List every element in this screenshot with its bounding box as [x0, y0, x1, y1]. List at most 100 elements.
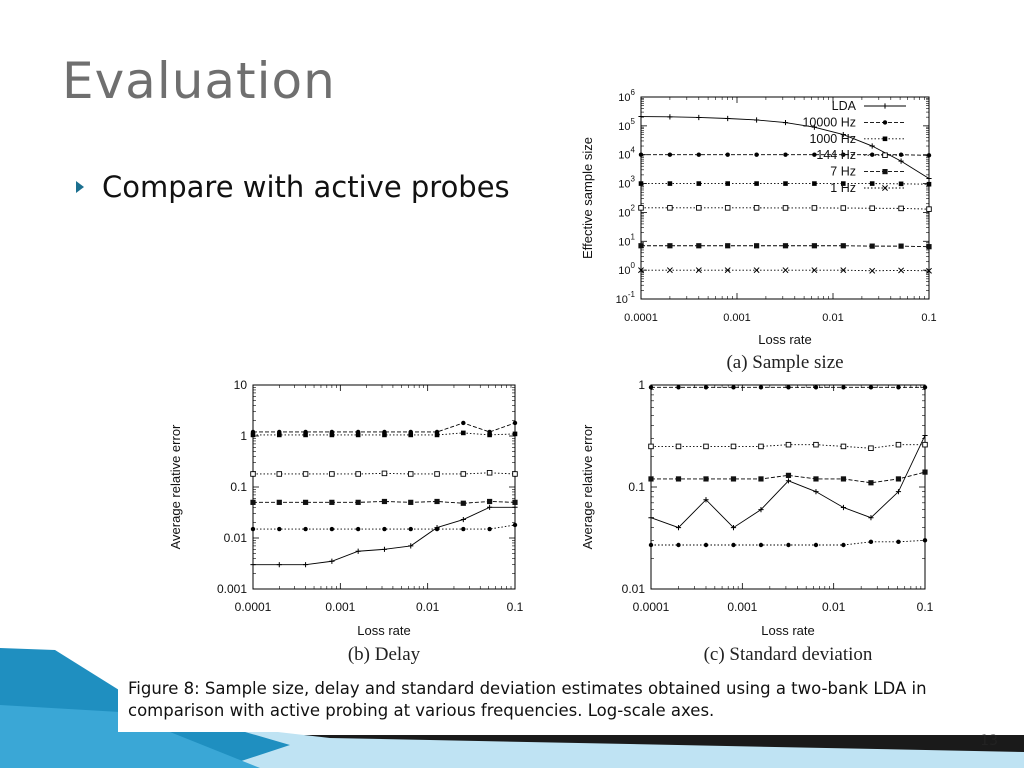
- y-axis-label: Average relative error: [580, 424, 595, 549]
- plot-frame: [640, 96, 930, 300]
- y-tick-label: 0.01: [622, 582, 646, 596]
- chart-subtitle: (a) Sample size: [726, 352, 843, 373]
- chart-subtitle: (b) Delay: [348, 644, 421, 665]
- data-point: [638, 152, 644, 157]
- data-point: [926, 267, 932, 274]
- data-point: [895, 441, 902, 448]
- data-point: [782, 243, 789, 249]
- data-point: [895, 476, 902, 482]
- series-line: [253, 501, 516, 504]
- bullet-text: Compare with active probes: [102, 170, 510, 204]
- y-tick-label: 106: [618, 88, 635, 104]
- data-point: [758, 542, 764, 548]
- data-point: [250, 562, 256, 568]
- data-point: [675, 476, 682, 482]
- x-tick-label: 0.1: [917, 600, 934, 614]
- data-point: [382, 432, 387, 438]
- data-point: [675, 443, 682, 450]
- data-point: [926, 206, 932, 212]
- data-point: [703, 542, 709, 548]
- data-point: [703, 476, 709, 482]
- y-tick-label: 10-1: [616, 290, 636, 306]
- series-line: [253, 506, 515, 566]
- data-point: [460, 516, 466, 523]
- y-tick-label: 103: [618, 175, 635, 191]
- y-tick-label: 1: [638, 378, 645, 392]
- data-point: [868, 480, 874, 486]
- series-2: [638, 152, 932, 158]
- data-point: [675, 524, 682, 531]
- data-point: [696, 152, 701, 157]
- x-tick-label: 0.001: [723, 312, 751, 324]
- data-point: [512, 431, 518, 437]
- plot-frame: [252, 384, 516, 590]
- data-point: [276, 471, 283, 477]
- data-point: [408, 526, 413, 532]
- data-point: [329, 432, 335, 438]
- data-point: [512, 504, 518, 510]
- data-point: [812, 181, 817, 186]
- series-4: [638, 205, 932, 212]
- data-point: [840, 205, 847, 211]
- series-1: [648, 432, 928, 531]
- data-point: [840, 443, 847, 450]
- data-point: [303, 432, 308, 438]
- series-2: [250, 420, 518, 435]
- data-point: [926, 244, 932, 250]
- legend-label: 1 Hz: [830, 181, 856, 195]
- data-point: [813, 489, 819, 495]
- x-axis-label: Loss rate: [357, 623, 410, 638]
- data-point: [486, 470, 493, 476]
- data-point: [869, 205, 875, 211]
- x-tick-label: 0.01: [822, 312, 843, 324]
- data-point: [696, 181, 702, 186]
- x-tick-label: 0.0001: [624, 312, 658, 324]
- data-point: [638, 267, 644, 274]
- data-point: [648, 542, 654, 548]
- legend-marker: [882, 136, 888, 142]
- data-point: [703, 497, 709, 503]
- data-point: [895, 489, 902, 495]
- y-tick-label: 0.1: [628, 480, 645, 494]
- data-point: [898, 158, 904, 164]
- data-point: [434, 471, 440, 477]
- data-point: [753, 243, 760, 249]
- data-point: [753, 117, 760, 123]
- data-point: [731, 542, 736, 548]
- data-point: [329, 558, 335, 564]
- data-point: [648, 385, 654, 390]
- data-point: [407, 471, 414, 477]
- series-line: [651, 471, 926, 484]
- data-point: [869, 243, 875, 249]
- data-point: [783, 152, 788, 157]
- data-point: [840, 476, 847, 482]
- data-point: [696, 114, 702, 121]
- data-point: [276, 499, 282, 505]
- y-axis-label: Effective sample size: [580, 137, 595, 259]
- x-tick-label: 0.1: [921, 312, 936, 324]
- data-point: [813, 476, 819, 482]
- data-point: [840, 181, 846, 186]
- data-point: [753, 267, 760, 274]
- data-point: [754, 152, 759, 157]
- data-point: [276, 562, 282, 568]
- data-point: [648, 515, 654, 521]
- data-point: [922, 538, 928, 543]
- data-point: [676, 542, 681, 548]
- data-point: [512, 522, 518, 528]
- chart-legend: LDA 10000 Hz 1000 Hz 144 Hz 7 Hz 1 Hz: [802, 99, 906, 195]
- data-point: [811, 124, 817, 130]
- series-3: [648, 441, 928, 451]
- data-point: [730, 443, 737, 450]
- series-1: [250, 504, 518, 568]
- data-point: [638, 113, 644, 120]
- x-tick-label: 0.01: [416, 600, 440, 614]
- legend-label: 10000 Hz: [802, 115, 856, 129]
- data-point: [898, 267, 905, 274]
- data-point: [667, 152, 673, 157]
- data-point: [434, 498, 440, 505]
- series-4: [648, 469, 928, 486]
- data-point: [896, 385, 901, 390]
- data-point: [841, 152, 846, 157]
